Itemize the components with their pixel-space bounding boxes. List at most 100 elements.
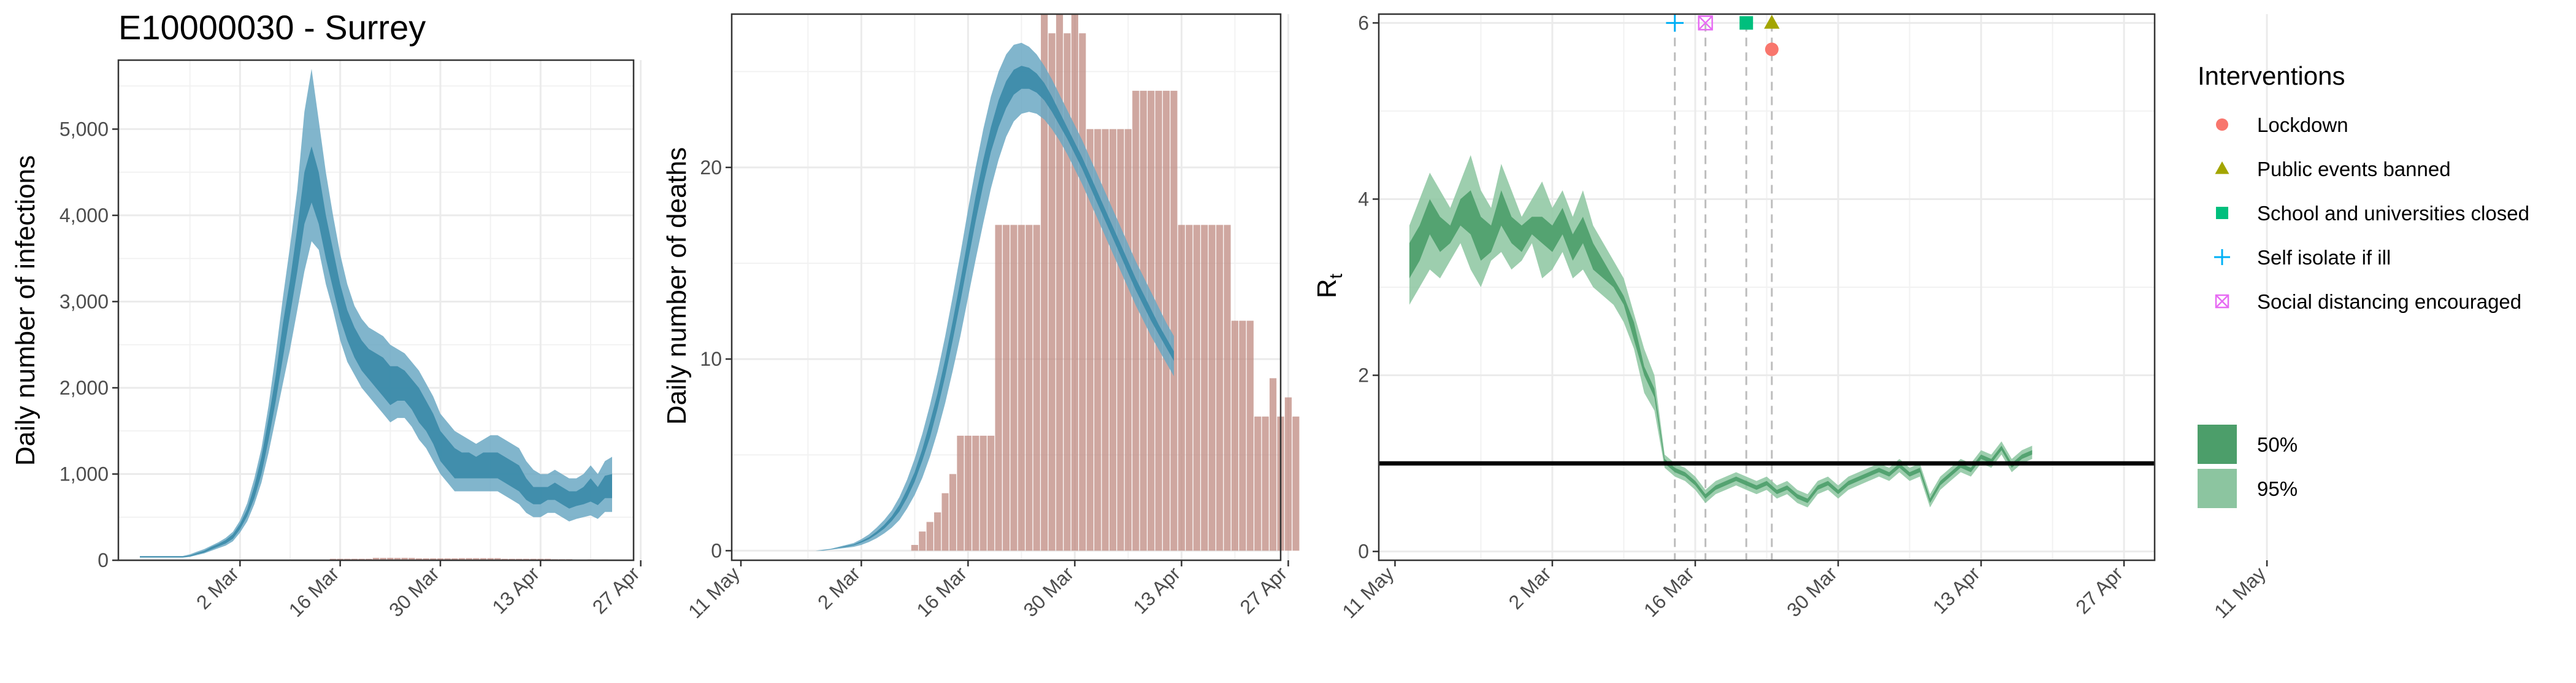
death-bar	[1010, 225, 1018, 551]
death-bar	[423, 558, 429, 560]
legend-label: Self isolate if ill	[2257, 246, 2391, 269]
y-tick-label: 0	[98, 549, 109, 571]
marker-triangle	[1764, 15, 1780, 29]
x-tick-label: 16 Mar	[285, 562, 343, 621]
death-bar	[1025, 225, 1033, 551]
death-bar	[972, 436, 979, 551]
death-bar	[480, 558, 487, 560]
death-bar	[987, 436, 995, 551]
death-bar	[394, 558, 401, 560]
death-bar	[1269, 378, 1277, 551]
death-bar	[1002, 225, 1010, 551]
death-bar	[437, 558, 444, 560]
x-tick-label: 11 May	[1338, 562, 1398, 622]
death-bar	[1216, 225, 1224, 551]
death-bar	[1239, 320, 1246, 551]
y-tick-label: 10	[700, 348, 722, 370]
death-bar	[473, 558, 480, 560]
panel-border	[730, 13, 1282, 561]
y-axis-title: Daily number of infections	[10, 155, 40, 466]
death-bar	[979, 436, 987, 551]
legend-title: Interventions	[2198, 61, 2345, 90]
death-bar	[1086, 129, 1094, 551]
death-bar	[466, 558, 472, 560]
legend-label: Lockdown	[2257, 114, 2348, 136]
legend-key-triangle	[2215, 161, 2229, 174]
band-95	[140, 69, 612, 558]
y-tick-label: 4	[1358, 188, 1369, 210]
death-bar	[1109, 129, 1117, 551]
x-tick-label: 16 Mar	[1639, 562, 1698, 621]
x-tick-label: 30 Mar	[1019, 562, 1078, 621]
marker-circle	[1765, 42, 1779, 56]
death-bar	[995, 225, 1002, 551]
y-tick-label: 0	[711, 539, 722, 561]
death-bar	[487, 558, 494, 560]
x-tick-label: 13 Apr	[488, 562, 543, 618]
x-tick-label: 2 Mar	[813, 562, 865, 614]
death-bar	[380, 558, 386, 560]
y-tick-label: 4,000	[59, 204, 109, 226]
x-tick-label: 16 Mar	[912, 562, 971, 621]
x-tick-label: 11 May	[2210, 562, 2270, 622]
y-tick-label: 5,000	[59, 118, 109, 140]
legend-key-circle	[2216, 118, 2228, 131]
death-bar	[444, 558, 451, 560]
death-bar	[1201, 225, 1208, 551]
death-bar	[1284, 397, 1292, 551]
death-bar	[1262, 416, 1269, 551]
y-tick-label: 20	[700, 156, 722, 179]
x-tick-label: 2 Mar	[1505, 562, 1556, 614]
grid	[118, 60, 742, 561]
bars	[911, 14, 1300, 551]
death-bar	[415, 558, 423, 560]
death-bar	[926, 522, 933, 551]
y-axis-title-subscript: t	[1326, 273, 1346, 279]
band-50	[1409, 190, 2033, 503]
deaths-panel: 2 Mar 16 Mar 30 Mar 13 Apr 27 Apr 11 May01020…	[662, 13, 1398, 622]
y-tick-label: 0	[1358, 541, 1369, 563]
legend-key-boxx	[2215, 294, 2229, 309]
death-bar	[1170, 90, 1178, 551]
death-bar	[1071, 14, 1078, 551]
legend-key-plus	[2214, 249, 2230, 265]
x-tick-label: 27 Apr	[2071, 562, 2127, 618]
y-tick-label: 2,000	[59, 377, 109, 399]
marker-plus	[1666, 14, 1684, 32]
band-95	[1409, 155, 2033, 507]
death-bar	[494, 558, 501, 560]
x-tick-label: 27 Apr	[588, 562, 644, 618]
legend: Interventions Lockdown Public events bann…	[2198, 61, 2529, 508]
panel-border	[117, 59, 635, 561]
y-axis-title: Rt	[1312, 273, 1346, 298]
chart-title: E10000030 - Surrey	[118, 8, 426, 47]
death-bar	[941, 493, 949, 551]
x-tick-label: 27 Apr	[1236, 562, 1292, 618]
infections-panel: 2 Mar 16 Mar 30 Mar 13 Apr 27 Apr 11 May01,00…	[10, 8, 744, 622]
x-tick-label: 2 Mar	[192, 562, 243, 614]
death-bar	[1178, 225, 1185, 551]
y-tick-label: 1,000	[59, 463, 109, 485]
death-bar	[458, 558, 466, 560]
death-bar	[1033, 225, 1040, 551]
death-bar	[451, 558, 458, 560]
death-bar	[934, 512, 941, 551]
legend-label: School and universities closed	[2257, 202, 2529, 225]
death-bar	[430, 558, 437, 560]
legend-band-label: 50%	[2257, 433, 2298, 456]
x-tick-label: 30 Mar	[385, 562, 443, 621]
boxx-box	[1698, 15, 1713, 31]
boxx-diag	[1698, 15, 1713, 31]
legend-band-key	[2198, 469, 2237, 508]
legend-band-label: 95%	[2257, 477, 2298, 500]
y-tick-label: 6	[1358, 12, 1369, 34]
marker-square	[1739, 16, 1754, 30]
death-bar	[919, 531, 926, 551]
death-bar	[1246, 320, 1254, 551]
x-tick-label: 11 May	[684, 562, 744, 622]
death-bar	[1094, 129, 1102, 551]
death-bar	[408, 558, 415, 560]
legend-band-key	[2198, 425, 2237, 464]
x-tick-label: 30 Mar	[1782, 562, 1841, 621]
